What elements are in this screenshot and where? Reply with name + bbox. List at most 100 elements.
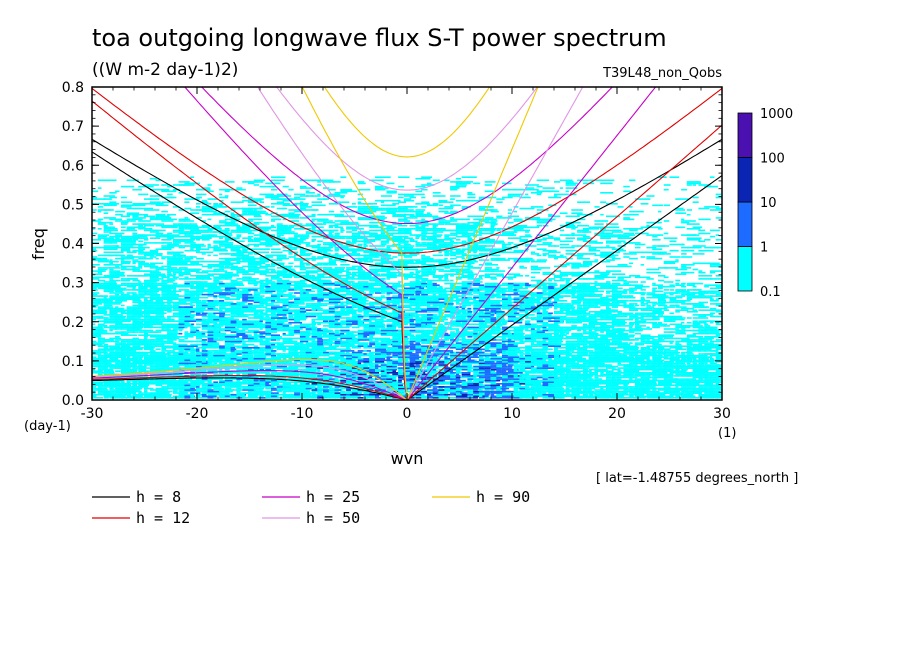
heatmap-cell [138, 379, 145, 382]
heatmap-cell [323, 332, 327, 335]
heatmap-cell [363, 323, 371, 326]
heatmap-cell [478, 343, 493, 346]
heatmap-cell [305, 334, 311, 336]
heatmap-cell [450, 343, 464, 346]
heatmap-cell [594, 379, 605, 382]
heatmap-cell [369, 328, 378, 330]
heatmap-cell [421, 392, 432, 394]
heatmap-cell [577, 348, 583, 351]
heatmap-cell [427, 373, 432, 376]
heatmap-cell [629, 331, 635, 333]
heatmap-cell [565, 314, 577, 316]
heatmap-cell [386, 342, 398, 344]
heatmap-cell [207, 336, 219, 338]
heatmap-cell [530, 336, 538, 338]
heatmap-cell [542, 354, 547, 357]
heatmap-cell [346, 320, 354, 322]
heatmap-cell [161, 354, 167, 357]
heatmap-cell [294, 312, 305, 315]
heatmap-cell [253, 317, 264, 319]
heatmap-cell [432, 368, 437, 371]
heatmap-cell [92, 353, 99, 355]
heatmap-cell [398, 348, 406, 351]
heatmap-cell [548, 383, 556, 385]
heatmap-cell [686, 364, 698, 366]
heatmap-cell [351, 393, 360, 396]
heatmap-cell [230, 397, 242, 399]
heatmap-cell [681, 372, 691, 374]
heatmap-cell [236, 309, 245, 311]
heatmap-cell [190, 361, 200, 363]
heatmap-cell [317, 318, 323, 321]
heatmap-cell [432, 384, 437, 387]
heatmap-cell [652, 397, 664, 399]
heatmap-cell [548, 312, 553, 315]
heatmap-cell [392, 329, 402, 332]
heatmap-cell [704, 389, 714, 391]
heatmap-cell [421, 351, 431, 354]
heatmap-cell [144, 311, 156, 313]
heatmap-cell [323, 315, 335, 318]
heatmap-cell [328, 361, 334, 363]
heatmap-cell [502, 387, 510, 390]
heatmap-cell [109, 312, 118, 315]
heatmap-cell [663, 376, 668, 379]
heatmap-cell [120, 309, 130, 311]
heatmap-cell [190, 386, 198, 388]
heatmap-cell [103, 325, 108, 327]
heatmap-cell [409, 309, 418, 311]
heatmap-cell [271, 397, 285, 399]
heatmap-cell [323, 321, 333, 324]
heatmap-cell [444, 362, 450, 365]
heatmap-cell [461, 318, 475, 321]
heatmap-cell [513, 334, 524, 336]
heatmap-cell [686, 350, 701, 352]
heatmap-cell [623, 384, 628, 387]
heatmap-cell [496, 314, 506, 316]
heatmap-cell [392, 365, 397, 368]
heatmap-cell [265, 361, 276, 363]
heatmap-cell [224, 317, 229, 319]
heatmap-cell [109, 370, 114, 372]
heatmap-cell [629, 379, 637, 382]
heatmap-cell [415, 375, 423, 377]
heatmap-cell [190, 351, 196, 354]
heatmap-cell [617, 376, 625, 379]
heatmap-cell [542, 353, 546, 355]
heatmap-cell [461, 321, 468, 324]
heatmap-cell [236, 331, 243, 333]
heatmap-cell [444, 386, 458, 388]
heatmap-cell [259, 312, 268, 315]
heatmap-cell [588, 378, 594, 380]
heatmap-cell [415, 329, 425, 332]
heatmap-cell [138, 342, 149, 344]
heatmap-cell [692, 345, 702, 347]
heatmap-cell [265, 381, 271, 383]
heatmap-cell [120, 393, 132, 396]
heatmap-cell [265, 351, 273, 354]
heatmap-cell [686, 378, 694, 380]
heatmap-cell [392, 361, 401, 363]
heatmap-cell [386, 372, 399, 374]
heatmap-cell [715, 353, 722, 355]
heatmap-cell [340, 350, 355, 352]
heatmap-cell [525, 345, 534, 347]
heatmap-cell [207, 357, 214, 360]
heatmap-cell [473, 375, 478, 377]
heatmap-cell [97, 389, 103, 391]
heatmap-cell [577, 328, 591, 330]
heatmap-cell [207, 343, 220, 346]
heatmap-cell [357, 334, 367, 336]
heatmap-cell [704, 357, 708, 360]
heatmap-cell [271, 326, 280, 329]
heatmap-cell [305, 390, 311, 393]
heatmap-cell [392, 331, 398, 333]
heatmap-cell [155, 381, 162, 383]
heatmap-cell [392, 373, 404, 376]
heatmap-cell [190, 387, 195, 390]
heatmap-cell [565, 387, 570, 390]
heatmap-cell [115, 386, 122, 388]
heatmap-cell [559, 357, 569, 360]
heatmap-cell [126, 364, 138, 366]
heatmap-cell [334, 339, 342, 341]
